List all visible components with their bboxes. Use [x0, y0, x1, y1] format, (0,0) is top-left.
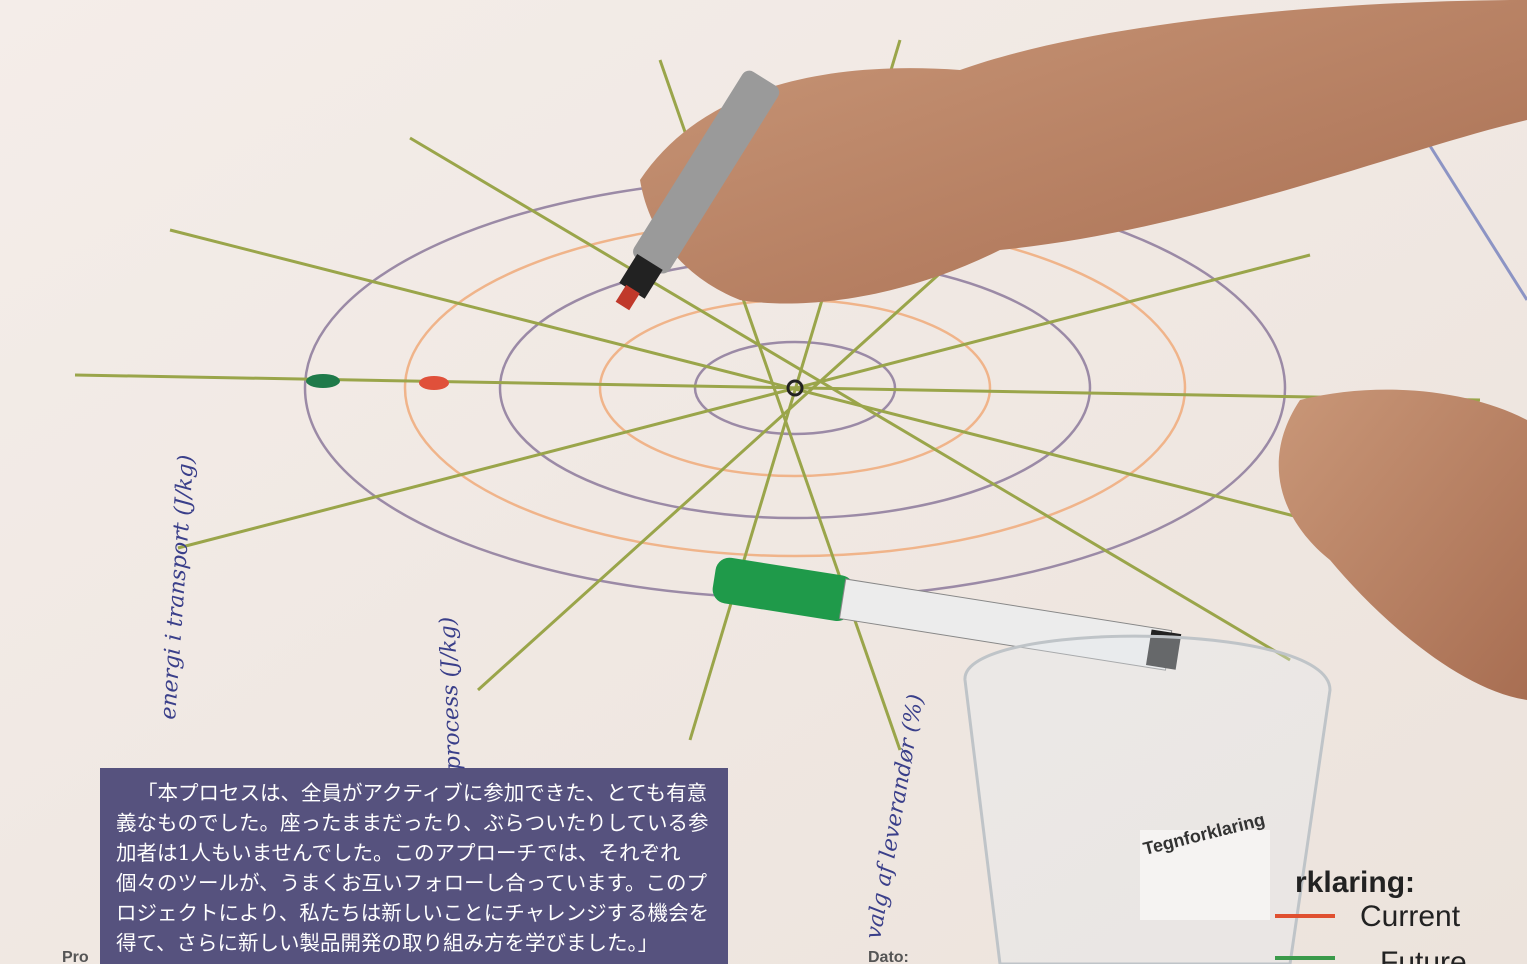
quote-line: 義なものでした。座ったままだったり、ぶらついたりしている参 — [116, 808, 728, 838]
quote-line: 得て、さらに新しい製品開発の取り組み方を学びました。」 — [116, 928, 728, 958]
footer-project: Pro — [62, 949, 89, 964]
handwriting: process (J/kg) — [436, 616, 466, 770]
legend-title: rklaring: — [1295, 866, 1415, 899]
footer-date: Dato: — [868, 949, 909, 964]
quote-box: 「本プロセスは、全員がアクティブに参加できた、とても有意 義なものでした。座った… — [100, 768, 728, 964]
quote-line: 加者は1人もいませんでした。このアプローチでは、それぞれ — [116, 838, 728, 868]
quote-line: ロジェクトにより、私たちは新しいことにチャレンジする機会を — [116, 898, 728, 928]
page: Tegnforklaring rklaring: Current Future … — [0, 0, 1527, 964]
legend-future: Future — [1380, 946, 1467, 964]
red-dot — [419, 376, 449, 390]
green-dot — [306, 374, 340, 388]
quote-line: 「本プロセスは、全員がアクティブに参加できた、とても有意 — [116, 778, 728, 808]
legend-current: Current — [1360, 900, 1461, 933]
quote-line: 個々のツールが、うまくお互いフォローし合っています。このプ — [116, 868, 728, 898]
